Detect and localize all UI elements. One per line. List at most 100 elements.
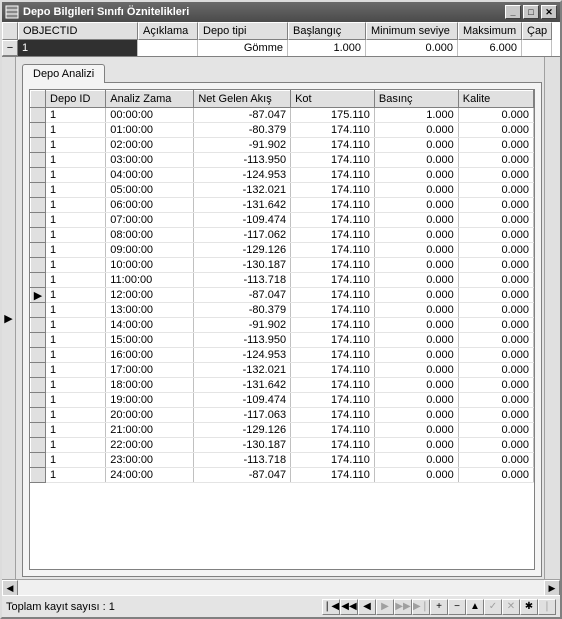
cell-kalite[interactable]: 0.000 (458, 213, 533, 228)
cell-analizzama[interactable]: 12:00:00 (106, 288, 194, 303)
cell-analizzama[interactable]: 05:00:00 (106, 183, 194, 198)
cell-netgelen[interactable]: -80.379 (194, 123, 291, 138)
cell-kot[interactable]: 174.110 (291, 423, 375, 438)
cell-netgelen[interactable]: -113.718 (194, 273, 291, 288)
cell-kalite[interactable]: 0.000 (458, 423, 533, 438)
cell-kalite[interactable]: 0.000 (458, 288, 533, 303)
cell-analizzama[interactable]: 20:00:00 (106, 408, 194, 423)
cell-depoid[interactable]: 1 (46, 453, 106, 468)
cell-kalite[interactable]: 0.000 (458, 453, 533, 468)
cell-analizzama[interactable]: 17:00:00 (106, 363, 194, 378)
cell-basinc[interactable]: 0.000 (374, 453, 458, 468)
cell-kalite[interactable]: 0.000 (458, 303, 533, 318)
tab-depo-analizi[interactable]: Depo Analizi (22, 64, 105, 83)
cell-analizzama[interactable]: 14:00:00 (106, 318, 194, 333)
cell-kalite[interactable]: 0.000 (458, 273, 533, 288)
cell-netgelen[interactable]: -109.474 (194, 213, 291, 228)
cell-analizzama[interactable]: 11:00:00 (106, 273, 194, 288)
cell-basinc[interactable]: 0.000 (374, 153, 458, 168)
nav-last-button[interactable]: ▶❘ (412, 599, 430, 615)
master-cell-minseviye[interactable]: 0.000 (366, 40, 458, 56)
row-expand-icon[interactable]: − (2, 40, 18, 56)
cell-basinc[interactable]: 0.000 (374, 243, 458, 258)
cell-basinc[interactable]: 0.000 (374, 318, 458, 333)
cell-kot[interactable]: 174.110 (291, 198, 375, 213)
cell-basinc[interactable]: 0.000 (374, 198, 458, 213)
cell-depoid[interactable]: 1 (46, 123, 106, 138)
cell-kalite[interactable]: 0.000 (458, 363, 533, 378)
cell-analizzama[interactable]: 18:00:00 (106, 378, 194, 393)
cell-kot[interactable]: 174.110 (291, 393, 375, 408)
table-row[interactable]: 114:00:00-91.902174.1100.0000.000 (31, 318, 534, 333)
cell-kalite[interactable]: 0.000 (458, 408, 533, 423)
cell-analizzama[interactable]: 08:00:00 (106, 228, 194, 243)
master-col-maksimum[interactable]: Maksimum (458, 22, 522, 40)
cell-netgelen[interactable]: -129.126 (194, 243, 291, 258)
horizontal-scrollbar[interactable]: ◀ ▶ (2, 579, 560, 595)
vertical-scrollbar[interactable] (544, 57, 560, 579)
cell-analizzama[interactable]: 23:00:00 (106, 453, 194, 468)
cell-analizzama[interactable]: 04:00:00 (106, 168, 194, 183)
nav-post-button[interactable]: ✓ (484, 599, 502, 615)
nav-bookmark-button[interactable]: ❘ (538, 599, 556, 615)
nav-fastfwd-button[interactable]: ▶▶ (394, 599, 412, 615)
cell-depoid[interactable]: 1 (46, 198, 106, 213)
table-row[interactable]: 118:00:00-131.642174.1100.0000.000 (31, 378, 534, 393)
cell-depoid[interactable]: 1 (46, 423, 106, 438)
cell-kalite[interactable]: 0.000 (458, 378, 533, 393)
nav-cancel-button[interactable]: ✕ (502, 599, 520, 615)
cell-analizzama[interactable]: 15:00:00 (106, 333, 194, 348)
nav-edit-button[interactable]: ▲ (466, 599, 484, 615)
table-row[interactable]: 120:00:00-117.063174.1100.0000.000 (31, 408, 534, 423)
table-row[interactable]: 124:00:00-87.047174.1100.0000.000 (31, 468, 534, 483)
detail-col-netgelen[interactable]: Net Gelen Akış (194, 91, 291, 108)
cell-depoid[interactable]: 1 (46, 303, 106, 318)
table-row[interactable]: 106:00:00-131.642174.1100.0000.000 (31, 198, 534, 213)
detail-col-kalite[interactable]: Kalite (458, 91, 533, 108)
cell-kalite[interactable]: 0.000 (458, 468, 533, 483)
cell-kot[interactable]: 174.110 (291, 273, 375, 288)
cell-netgelen[interactable]: -87.047 (194, 108, 291, 123)
cell-depoid[interactable]: 1 (46, 168, 106, 183)
cell-basinc[interactable]: 0.000 (374, 138, 458, 153)
cell-basinc[interactable]: 0.000 (374, 228, 458, 243)
detail-col-kot[interactable]: Kot (291, 91, 375, 108)
cell-kot[interactable]: 174.110 (291, 258, 375, 273)
cell-kot[interactable]: 174.110 (291, 303, 375, 318)
cell-depoid[interactable]: 1 (46, 153, 106, 168)
table-row[interactable]: 119:00:00-109.474174.1100.0000.000 (31, 393, 534, 408)
master-cell-depotipi[interactable]: Gömme (198, 40, 288, 56)
cell-kot[interactable]: 174.110 (291, 138, 375, 153)
table-row[interactable]: 117:00:00-132.021174.1100.0000.000 (31, 363, 534, 378)
table-row[interactable]: 123:00:00-113.718174.1100.0000.000 (31, 453, 534, 468)
cell-kalite[interactable]: 0.000 (458, 258, 533, 273)
cell-kot[interactable]: 174.110 (291, 318, 375, 333)
cell-netgelen[interactable]: -130.187 (194, 258, 291, 273)
cell-netgelen[interactable]: -117.063 (194, 408, 291, 423)
cell-basinc[interactable]: 0.000 (374, 258, 458, 273)
cell-kalite[interactable]: 0.000 (458, 138, 533, 153)
cell-netgelen[interactable]: -124.953 (194, 348, 291, 363)
cell-netgelen[interactable]: -129.126 (194, 423, 291, 438)
table-row[interactable]: 105:00:00-132.021174.1100.0000.000 (31, 183, 534, 198)
nav-refresh-button[interactable]: ✱ (520, 599, 538, 615)
cell-depoid[interactable]: 1 (46, 468, 106, 483)
cell-kot[interactable]: 174.110 (291, 453, 375, 468)
cell-kalite[interactable]: 0.000 (458, 183, 533, 198)
detail-col-analizzama[interactable]: Analiz Zama (106, 91, 194, 108)
cell-netgelen[interactable]: -91.902 (194, 318, 291, 333)
master-col-objectid[interactable]: OBJECTID (18, 22, 138, 40)
cell-kalite[interactable]: 0.000 (458, 153, 533, 168)
cell-basinc[interactable]: 0.000 (374, 378, 458, 393)
cell-kalite[interactable]: 0.000 (458, 393, 533, 408)
master-cell-baslangic[interactable]: 1.000 (288, 40, 366, 56)
cell-netgelen[interactable]: -117.062 (194, 228, 291, 243)
cell-kot[interactable]: 174.110 (291, 468, 375, 483)
nav-next-button[interactable]: ▶ (376, 599, 394, 615)
minimize-button[interactable]: _ (505, 5, 521, 19)
master-cell-maksimum[interactable]: 6.000 (458, 40, 522, 56)
nav-prev-button[interactable]: ◀ (358, 599, 376, 615)
cell-netgelen[interactable]: -132.021 (194, 363, 291, 378)
detail-col-basinc[interactable]: Basınç (374, 91, 458, 108)
cell-depoid[interactable]: 1 (46, 228, 106, 243)
